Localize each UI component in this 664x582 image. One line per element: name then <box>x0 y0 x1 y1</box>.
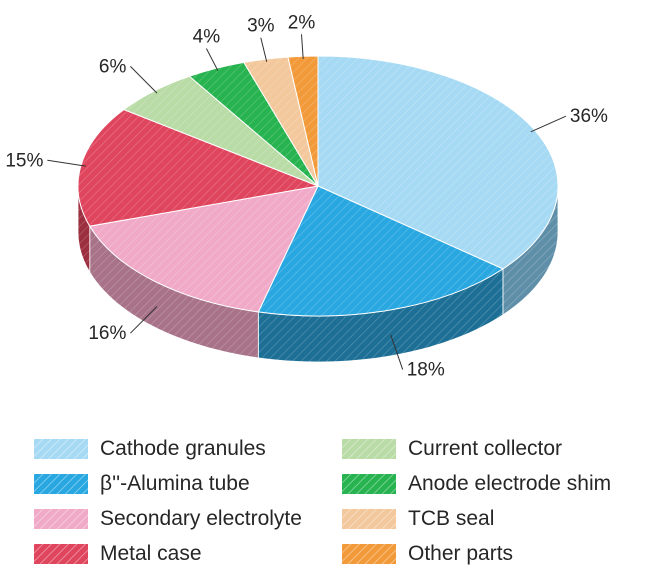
leader-line-1 <box>390 334 404 370</box>
pct-label-0: 36% <box>570 106 608 127</box>
legend-swatch <box>342 474 396 494</box>
pct-label-3: 15% <box>5 150 43 171</box>
pie-chart: 36% 18% 16% 15% 6% 4% 3% 2% <box>5 12 608 381</box>
legend-label: Current collector <box>408 437 563 460</box>
legend-swatch <box>342 439 396 459</box>
legend-swatch <box>342 509 396 529</box>
legend-item: β''-Alumina tube <box>34 469 250 499</box>
legend-item: Secondary electrolyte <box>34 504 302 534</box>
legend-swatch <box>34 439 88 459</box>
legend-label: TCB seal <box>408 507 495 530</box>
legend-item: TCB seal <box>342 504 494 534</box>
leader-line-5 <box>205 48 219 71</box>
legend-label: Other parts <box>408 542 514 565</box>
pie-slice-1 <box>257 185 504 317</box>
legend-label: Metal case <box>100 542 202 565</box>
pct-label-6: 3% <box>247 16 275 37</box>
pie-slice-2 <box>88 185 319 313</box>
legend-item: Cathode granules <box>34 434 266 464</box>
leader-line-3 <box>47 159 86 167</box>
leader-line-4 <box>130 66 158 94</box>
pie-slice-7 <box>287 55 319 187</box>
leader-line-7 <box>301 34 304 59</box>
leader-line-0 <box>530 115 567 133</box>
legend-label: Secondary electrolyte <box>100 507 302 530</box>
legend-item: Anode electrode shim <box>342 469 611 499</box>
pct-label-5: 4% <box>193 27 221 48</box>
legend-swatch <box>34 544 88 564</box>
legend-swatch <box>34 509 88 529</box>
legend-swatch <box>342 544 396 564</box>
pct-label-1: 18% <box>407 360 445 381</box>
legend-label: Cathode granules <box>100 437 266 460</box>
legend: Cathode granules β''-Alumina tube Secondar… <box>0 428 664 578</box>
legend-item: Metal case <box>34 539 202 569</box>
legend-label: β''-Alumina tube <box>100 472 250 495</box>
legend-swatch <box>34 474 88 494</box>
leader-line-6 <box>260 37 268 62</box>
pie-slice-0 <box>317 55 559 270</box>
leader-line-2 <box>130 306 158 334</box>
pct-label-7: 2% <box>288 12 316 33</box>
legend-item: Current collector <box>342 434 562 464</box>
pct-label-4: 6% <box>99 56 127 77</box>
legend-label: Anode electrode shim <box>408 472 612 495</box>
legend-item: Other parts <box>342 539 513 569</box>
pct-label-2: 16% <box>88 323 126 344</box>
